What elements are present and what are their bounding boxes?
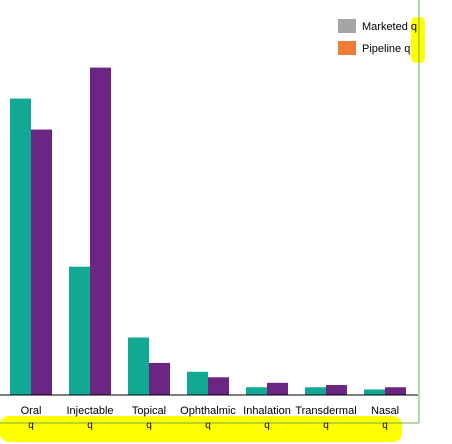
legend-swatch-marketed: [338, 19, 356, 33]
x-tick-label-inhalation: Inhalation: [243, 405, 291, 417]
highlight-legend-mark: [411, 17, 425, 63]
highlight-xlabels-mark: [0, 416, 402, 442]
bars-group: [10, 67, 406, 396]
x-tick-label-ophthalmic: Ophthalmic: [180, 405, 236, 417]
x-tick-suffix-oral: q: [28, 420, 34, 431]
bar-marketed-inhalation: [246, 387, 267, 395]
x-tick-label-topical: Topical: [132, 405, 166, 417]
bar-marketed-injectable: [69, 266, 90, 395]
x-tick-suffix-injectable: q: [87, 420, 93, 431]
x-tick-suffix-topical: q: [146, 420, 152, 431]
legend-label-marketed: Marketed q: [362, 21, 417, 33]
bar-marketed-ophthalmic: [187, 371, 208, 395]
bar-pipeline-oral: [31, 129, 52, 395]
bar-pipeline-transdermal: [326, 385, 347, 395]
bar-pipeline-ophthalmic: [208, 377, 229, 395]
bar-pipeline-nasal: [385, 387, 406, 395]
legend-label-pipeline: Pipeline q: [362, 43, 410, 55]
bar-pipeline-inhalation: [267, 382, 288, 395]
bar-pipeline-injectable: [90, 67, 111, 395]
x-tick-labels: Oral q Injectable q Topical q Ophthalmic q Inhal…: [21, 405, 399, 431]
x-tick-suffix-inhalation: q: [264, 420, 270, 431]
bar-marketed-topical: [128, 337, 149, 395]
x-tick-suffix-transdermal: q: [323, 420, 329, 431]
x-tick-suffix-ophthalmic: q: [205, 420, 211, 431]
bar-marketed-transdermal: [305, 387, 326, 395]
legend-swatch-pipeline: [338, 41, 356, 55]
bar-marketed-nasal: [364, 389, 385, 395]
x-tick-label-injectable: Injectable: [66, 405, 113, 417]
x-tick-label-transdermal: Transdermal: [295, 405, 356, 417]
x-tick-label-oral: Oral: [21, 405, 42, 417]
legend: Marketed q Pipeline q: [338, 19, 417, 55]
x-tick-label-nasal: Nasal: [371, 405, 399, 417]
x-tick-suffix-nasal: q: [382, 420, 388, 431]
bar-pipeline-topical: [149, 362, 170, 395]
bar-marketed-oral: [10, 98, 31, 396]
